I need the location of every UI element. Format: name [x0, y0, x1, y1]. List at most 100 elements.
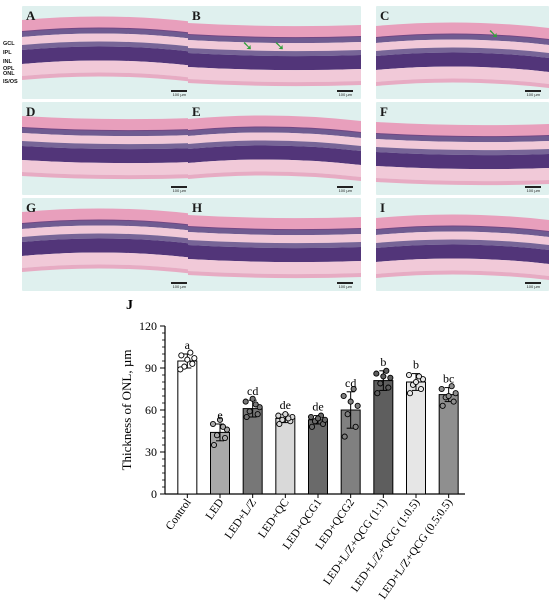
scale-bar-label: 100 µm — [526, 284, 540, 289]
panel-label-c: C — [380, 8, 390, 23]
data-point — [210, 441, 218, 449]
bar — [242, 408, 263, 495]
data-point — [308, 423, 316, 430]
histology-panel-e: E 100 µm — [188, 102, 361, 195]
scale-bar — [525, 282, 541, 284]
data-point — [450, 398, 457, 405]
histology-panel-h: H 100 µm — [188, 198, 361, 291]
data-point — [452, 390, 459, 397]
bar — [373, 380, 394, 495]
scale-bar-label: 100 µm — [338, 92, 352, 97]
data-point — [216, 416, 224, 423]
data-point — [385, 384, 392, 391]
data-point — [445, 392, 452, 400]
significance-label: de — [280, 398, 291, 412]
data-point — [314, 415, 322, 422]
bar — [177, 360, 198, 495]
scale-bar — [525, 90, 541, 92]
histology-panels: A 100 µm B 100 µm ➘ ➘ C 100 µm ➘ D 100 µm E 100 µm F 1… — [0, 0, 550, 300]
retina-section-image — [188, 198, 361, 291]
histology-panel-d: D 100 µm — [22, 102, 195, 195]
histology-panel-b: B 100 µm ➘ ➘ — [188, 6, 361, 99]
data-point — [374, 390, 381, 397]
significance-label: cd — [345, 376, 356, 390]
retina-section-image — [376, 6, 549, 99]
data-point — [279, 416, 286, 423]
scale-bar-label: 100 µm — [172, 92, 186, 97]
retina-section-image — [376, 102, 549, 195]
data-point — [415, 373, 423, 380]
data-point — [246, 408, 253, 415]
data-point — [275, 412, 282, 419]
y-tick-label: 30 — [145, 445, 157, 459]
significance-label: b — [380, 355, 386, 369]
retina-section-image — [22, 6, 195, 99]
data-point — [243, 413, 250, 421]
bar — [275, 417, 296, 495]
bar — [308, 419, 328, 495]
panel-label-f: F — [380, 104, 388, 119]
retina-layer-label: OPL — [3, 66, 15, 72]
y-tick-label: 90 — [145, 361, 157, 375]
data-point — [373, 370, 380, 377]
data-point — [419, 376, 427, 383]
histology-panel-a: A 100 µm — [22, 6, 195, 99]
data-point — [307, 413, 315, 421]
y-axis-title: Thickness of ONL, µm — [119, 350, 134, 471]
retina-layer-label: IS/OS — [3, 79, 18, 85]
data-point — [285, 415, 292, 422]
data-point — [380, 373, 387, 380]
data-point — [184, 356, 191, 363]
data-point — [282, 411, 289, 418]
green-arrow-icon: ➘ — [274, 39, 285, 54]
panel-label-b: B — [192, 8, 201, 23]
data-point — [223, 426, 231, 433]
x-tick-label: LED+L/Z — [223, 497, 259, 542]
data-point — [344, 411, 351, 418]
data-point — [178, 352, 185, 359]
data-point — [213, 432, 221, 439]
significance-label: a — [185, 338, 191, 352]
significance-label: bc — [443, 372, 454, 386]
data-point — [406, 390, 414, 397]
data-point — [438, 385, 445, 393]
retina-section-image — [22, 102, 195, 195]
data-point — [254, 411, 261, 418]
data-point — [219, 423, 227, 430]
green-arrow-icon: ➘ — [242, 39, 253, 54]
data-point — [405, 371, 413, 379]
histology-panel-c: C 100 µm ➘ — [376, 6, 549, 99]
data-point — [352, 423, 359, 430]
scale-bar-label: 100 µm — [172, 284, 186, 289]
data-point — [249, 395, 256, 402]
x-tick-label: LED+QC — [256, 497, 292, 541]
data-point — [177, 366, 184, 373]
retina-section-image — [188, 6, 361, 99]
histology-panel-g: G 100 µm — [22, 198, 195, 291]
data-point — [187, 349, 194, 356]
chart-bars — [177, 349, 459, 495]
retina-layer-label: GCL — [3, 41, 15, 47]
scale-bar — [525, 186, 541, 188]
retina-section-image — [376, 198, 549, 291]
bar — [406, 381, 426, 495]
retina-layer-label: ONL — [3, 71, 15, 77]
data-point — [354, 402, 361, 409]
data-point — [448, 383, 455, 390]
histology-panel-f: F 100 µm — [376, 102, 549, 195]
retina-section-image — [188, 102, 361, 195]
panel-label-g: G — [26, 200, 37, 215]
retina-layer-label: IPL — [3, 50, 12, 56]
scale-bar — [337, 90, 353, 92]
significance-label: cd — [247, 384, 258, 398]
scale-bar — [337, 282, 353, 284]
panel-label-d: D — [26, 104, 36, 119]
panel-label-e: E — [192, 104, 201, 119]
data-point — [256, 404, 263, 411]
data-point — [209, 420, 217, 428]
scale-bar — [171, 90, 187, 92]
panel-label-h: H — [192, 200, 203, 215]
retina-layer-label: INL — [3, 59, 12, 65]
y-tick-label: 60 — [145, 403, 157, 417]
